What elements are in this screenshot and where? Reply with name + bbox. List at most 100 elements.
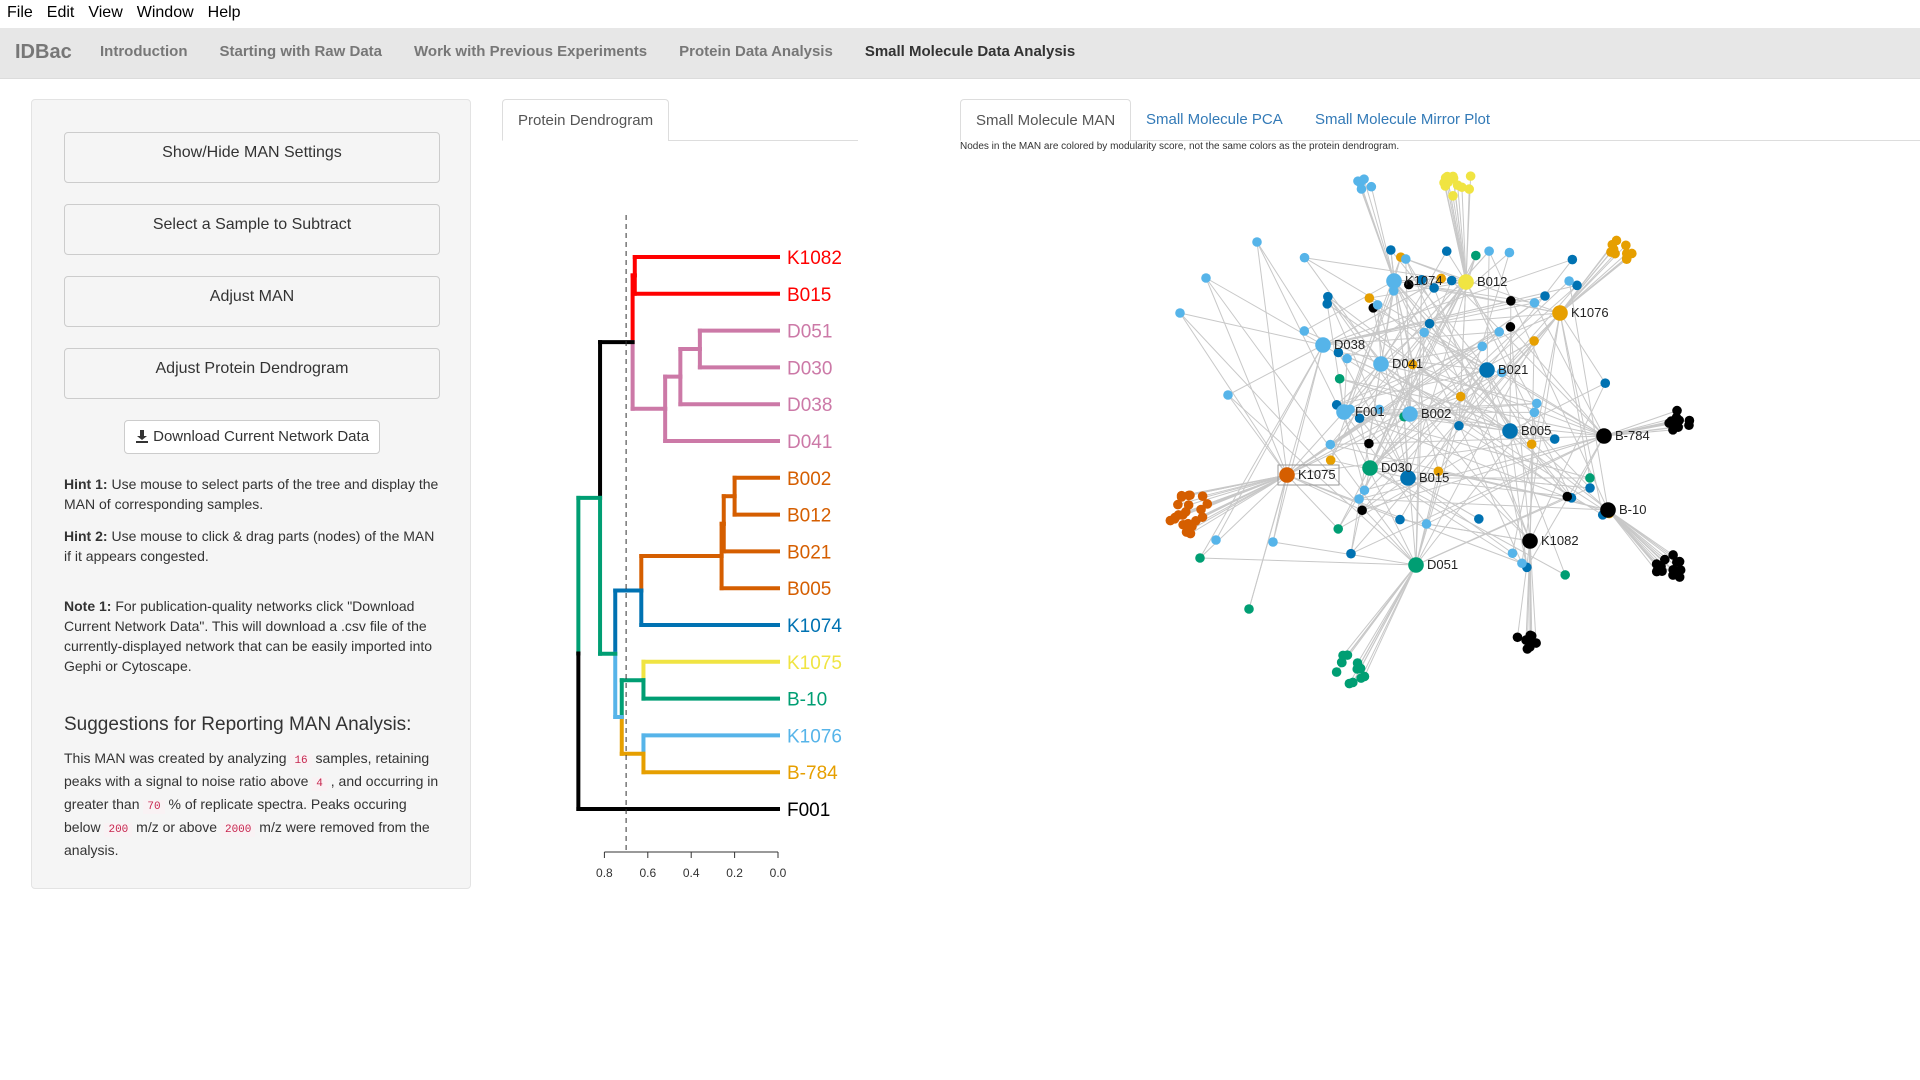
man-edge	[1286, 371, 1502, 476]
man-edge	[1607, 509, 1678, 563]
man-peak-node	[1436, 273, 1446, 284]
note-1-text: For publication-quality networks click "…	[64, 598, 433, 674]
man-peak-node	[1672, 557, 1682, 567]
dendrogram-axis-tick-label: 0.6	[639, 866, 656, 880]
man-edge	[1457, 185, 1467, 283]
menu-window[interactable]: Window	[136, 4, 194, 21]
man-peak-node	[1562, 491, 1573, 502]
man-edge	[1359, 498, 1609, 511]
man-peak-node	[1505, 322, 1516, 332]
tab-small-molecule-mirror-plot[interactable]: Small Molecule Mirror Plot	[1315, 111, 1491, 128]
man-edge	[1256, 241, 1324, 346]
man-peak-node	[1525, 630, 1536, 641]
man-peak-node	[1180, 507, 1191, 517]
menu-edit[interactable]: Edit	[46, 4, 75, 21]
download-network-data-button[interactable]: Download Current Network Data	[124, 420, 380, 454]
download-icon	[135, 430, 148, 443]
report-text-4: % of replicate spectra. Peaks occuring b…	[64, 796, 407, 835]
man-peak-node	[1512, 632, 1523, 643]
man-edge	[1343, 411, 1591, 479]
nav-tab-raw-data[interactable]: Starting with Raw Data	[219, 43, 383, 60]
man-peak-node	[1299, 326, 1310, 336]
protein-dendrogram[interactable]: K1082 B015 D051 D030 D038 D041 B002 B012 B021 B00…	[560, 205, 880, 885]
man-peak-node	[1471, 250, 1481, 261]
man-peak-node	[1325, 439, 1336, 450]
man-edge	[1363, 179, 1395, 282]
app-brand[interactable]: IDBac	[15, 41, 72, 63]
dendrogram-leaf-label: B-10	[787, 690, 827, 711]
man-edge	[1339, 378, 1605, 437]
man-peak-node	[1268, 537, 1278, 547]
nav-tab-protein-analysis[interactable]: Protein Data Analysis	[679, 43, 833, 60]
dendrogram-leaf-label: B002	[787, 469, 831, 490]
man-sample-label: K1075	[1298, 467, 1336, 482]
hint-2-text: Use mouse to click & drag parts (nodes) …	[64, 528, 435, 564]
man-edge	[1304, 280, 1395, 332]
man-sample-label: K1076	[1571, 305, 1609, 320]
man-peak-node	[1416, 275, 1427, 285]
dendrogram-axis-tick-label: 0.4	[683, 866, 700, 880]
man-peak-node	[1506, 296, 1516, 306]
man-peak-node	[1407, 359, 1418, 370]
man-peak-node	[1429, 283, 1439, 293]
dendrogram-leaf-label: B005	[787, 579, 831, 600]
man-edge	[1347, 564, 1417, 656]
man-peak-node	[1627, 248, 1637, 259]
man-edge	[1415, 487, 1591, 566]
man-edge	[1369, 284, 1578, 469]
man-edge	[1361, 435, 1605, 511]
man-edge	[1370, 186, 1395, 282]
man-sample-node	[1522, 533, 1538, 549]
nav-tab-previous-experiments[interactable]: Work with Previous Experiments	[414, 43, 648, 60]
snr-value: 4	[312, 777, 327, 791]
man-sample-node	[1552, 305, 1568, 321]
dendrogram-leaf-label: F001	[787, 800, 830, 821]
nav-tab-small-molecule-analysis[interactable]: Small Molecule Data Analysis	[864, 43, 1076, 60]
man-edge	[1361, 477, 1409, 511]
dendrogram-leaf-label: B015	[787, 285, 831, 306]
man-edge	[1559, 312, 1604, 515]
menu-file[interactable]: File	[7, 4, 33, 21]
man-edge	[1405, 258, 1531, 542]
menu-view[interactable]: View	[88, 4, 123, 21]
dendrogram-leaf-label: B-784	[787, 763, 838, 784]
tab-small-molecule-pca[interactable]: Small Molecule PCA	[1146, 111, 1283, 128]
man-edge	[1361, 369, 1488, 511]
man-peak-node	[1178, 519, 1188, 530]
man-peak-node	[1342, 353, 1352, 364]
menu-bar: File Edit View Window Help	[0, 0, 1920, 28]
man-peak-node	[1202, 499, 1213, 509]
nav-tab-introduction[interactable]: Introduction	[100, 43, 188, 60]
man-tab-divider	[1129, 140, 1920, 141]
man-peak-node	[1419, 327, 1430, 338]
man-peak-node	[1433, 466, 1444, 477]
man-network[interactable]: K1074 B012 K1076 D038 D041 B021 F001 B002 B005 B-…	[1150, 160, 1750, 700]
man-peak-node	[1440, 173, 1451, 183]
man-edge	[1205, 277, 1288, 476]
man-peak-node	[1364, 438, 1374, 449]
man-edge	[1191, 474, 1288, 527]
man-sample-label: F001	[1355, 404, 1385, 419]
man-sample-node	[1336, 404, 1352, 420]
select-sample-to-subtract-button[interactable]: Select a Sample to Subtract	[64, 204, 440, 255]
man-edge	[1393, 280, 1591, 489]
man-edge	[1458, 369, 1488, 426]
man-peak-node	[1549, 434, 1560, 444]
tab-small-molecule-man[interactable]: Small Molecule MAN	[960, 99, 1132, 141]
man-sample-label: D030	[1381, 460, 1412, 475]
show-hide-man-settings-button[interactable]: Show/Hide MAN Settings	[64, 132, 440, 183]
report-text: This MAN was created by analyzing 16 sam…	[64, 748, 444, 860]
download-button-label: Download Current Network Data	[153, 428, 370, 445]
man-edge	[1607, 509, 1657, 565]
tab-protein-dendrogram[interactable]: Protein Dendrogram	[502, 99, 670, 141]
man-edge	[1529, 540, 1537, 644]
man-edge	[1568, 280, 1609, 511]
suggestions-title: Suggestions for Reporting MAN Analysis:	[64, 714, 412, 735]
adjust-protein-dendrogram-button[interactable]: Adjust Protein Dendrogram	[64, 348, 440, 399]
adjust-man-button[interactable]: Adjust MAN	[64, 276, 440, 327]
man-edge	[1369, 331, 1500, 469]
menu-help[interactable]: Help	[207, 4, 241, 21]
man-peak-node	[1211, 535, 1221, 545]
man-edge	[1359, 182, 1395, 282]
report-text-5: m/z or above	[132, 819, 221, 835]
